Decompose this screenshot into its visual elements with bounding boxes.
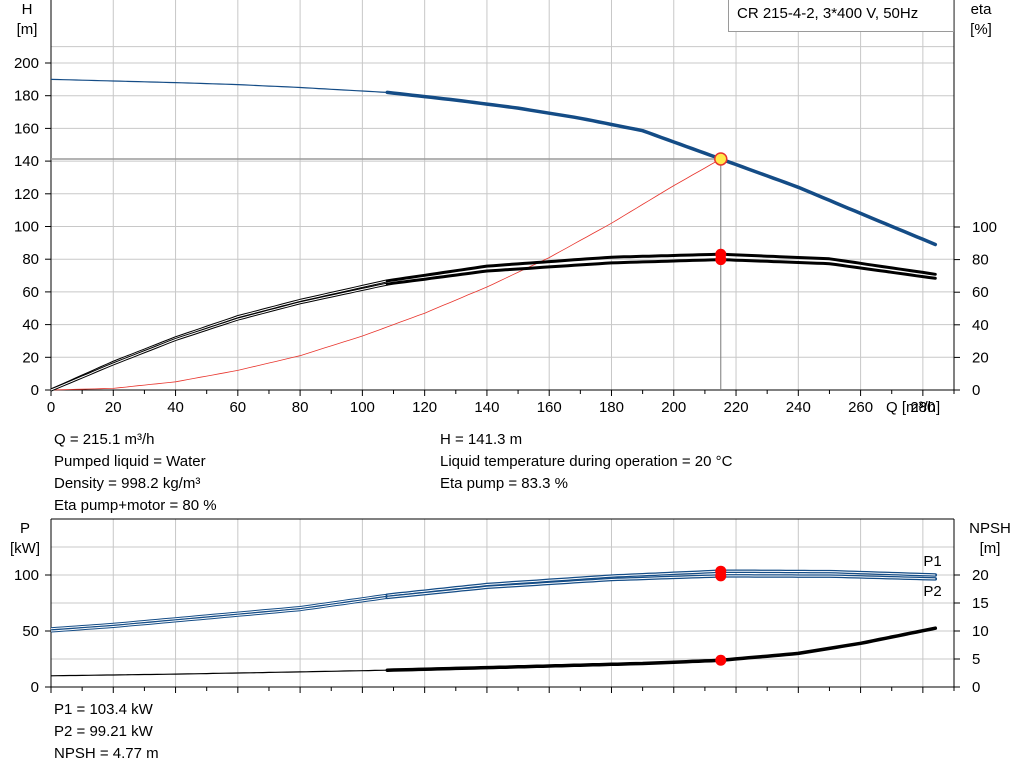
pump-label-box: CR 215-4-2, 3*400 V, 50Hz — [728, 0, 954, 32]
npsh-axis-unit: [m] — [980, 540, 1001, 557]
operating-point-marker — [715, 570, 727, 582]
p1-curve-thin-inner — [50, 594, 388, 630]
head-curve — [385, 90, 938, 247]
p-axis-unit: [kW] — [10, 540, 40, 557]
head-curve-thin — [50, 78, 388, 93]
p1-curve-inner — [387, 570, 936, 596]
h-axis-label: H — [22, 1, 33, 18]
operating-point-marker — [715, 654, 727, 666]
text-layer: 0 20 40 60 80 100 120 140 160 180 200 220 240 260 2800… — [10, 1, 1011, 696]
eta-pump-curve — [385, 252, 937, 283]
info-top-left: Q = 215.1 m³/h Pumped liquid = Water Den… — [54, 429, 217, 517]
eta-total-curve — [385, 258, 937, 286]
eta-tick-label: 80 — [972, 252, 989, 269]
eta-tick-label: 100 — [972, 219, 997, 236]
h-tick-label: 0 — [31, 382, 39, 399]
h-tick-label: 120 — [14, 186, 39, 203]
x-tick-label: 120 — [412, 399, 437, 416]
info-eta-total: Eta pump+motor = 80 % — [54, 497, 217, 514]
p-axis-label: P — [20, 520, 30, 537]
eta-total-marker — [715, 254, 727, 266]
info-top-right: H = 141.3 m Liquid temperature during op… — [440, 429, 732, 495]
x-tick-label: 180 — [599, 399, 624, 416]
x-tick-label: 200 — [661, 399, 686, 416]
x-tick-label: 100 — [350, 399, 375, 416]
info-npsh: NPSH = 4.77 m — [54, 745, 159, 762]
npsh-tick-label: 15 — [972, 595, 989, 612]
info-flow: Q = 215.1 m³/h — [54, 431, 155, 448]
frame-layer — [45, 0, 960, 693]
eta-axis-unit: [%] — [970, 21, 992, 38]
p-tick-label: 50 — [22, 623, 39, 640]
x-tick-label: 280 — [910, 399, 935, 416]
x-tick-label: 60 — [229, 399, 246, 416]
h-tick-label: 60 — [22, 284, 39, 301]
eta-tick-label: 20 — [972, 349, 989, 366]
npsh-curve — [385, 626, 938, 672]
npsh-axis-label: NPSH — [969, 520, 1011, 537]
npsh-curve-thin — [50, 669, 388, 677]
p-tick-label: 100 — [14, 567, 39, 584]
info-pumped-liquid: Pumped liquid = Water — [54, 453, 206, 470]
system-curve — [50, 158, 721, 391]
npsh-tick-label: 20 — [972, 567, 989, 584]
h-tick-label: 20 — [22, 349, 39, 366]
x-axis-label: Q [m³/h] — [886, 399, 940, 416]
h-tick-label: 140 — [14, 153, 39, 170]
h-axis-unit: [m] — [17, 21, 38, 38]
eta-tick-label: 0 — [972, 382, 980, 399]
x-tick-label: 220 — [724, 399, 749, 416]
eta-tick-label: 60 — [972, 284, 989, 301]
h-tick-label: 40 — [22, 317, 39, 334]
p2-series-label: P2 — [923, 583, 941, 600]
x-tick-label: 0 — [47, 399, 55, 416]
npsh-tick-label: 5 — [972, 651, 980, 668]
x-tick-label: 240 — [786, 399, 811, 416]
x-tick-label: 40 — [167, 399, 184, 416]
x-tick-label: 80 — [292, 399, 309, 416]
pump-label: CR 215-4-2, 3*400 V, 50Hz — [737, 5, 919, 22]
h-tick-label: 160 — [14, 120, 39, 137]
info-eta-pump: Eta pump = 83.3 % — [440, 475, 568, 492]
eta-tick-label: 40 — [972, 317, 989, 334]
info-density: Density = 998.2 kg/m³ — [54, 475, 201, 492]
eta-axis-label: eta — [971, 1, 993, 18]
h-tick-label: 180 — [14, 88, 39, 105]
h-tick-label: 80 — [22, 251, 39, 268]
x-tick-label: 160 — [537, 399, 562, 416]
p2-curve-thin-inner — [50, 596, 388, 632]
duty-point-marker — [714, 152, 728, 166]
x-tick-label: 140 — [474, 399, 499, 416]
marker-layer — [51, 152, 728, 666]
npsh-tick-label: 0 — [972, 679, 980, 696]
p1-curve-thin-outline — [50, 593, 388, 631]
info-p1: P1 = 103.4 kW — [54, 701, 153, 718]
x-tick-label: 20 — [105, 399, 122, 416]
info-liquid-temperature: Liquid temperature during operation = 20… — [440, 453, 733, 470]
p2-curve-inner — [387, 575, 936, 598]
p1-series-label: P1 — [923, 553, 941, 570]
info-head: H = 141.3 m — [440, 431, 523, 448]
h-tick-label: 200 — [14, 55, 39, 72]
curve-layer — [50, 78, 938, 677]
info-p2: P2 = 99.21 kW — [54, 723, 153, 740]
p-tick-label: 0 — [31, 679, 39, 696]
info-bottom: P1 = 103.4 kW P2 = 99.21 kW NPSH = 4.77 … — [54, 699, 159, 765]
npsh-tick-label: 10 — [972, 623, 989, 640]
h-tick-label: 100 — [14, 219, 39, 236]
eta-total-curve-thin-inner — [50, 283, 388, 391]
x-tick-label: 260 — [848, 399, 873, 416]
